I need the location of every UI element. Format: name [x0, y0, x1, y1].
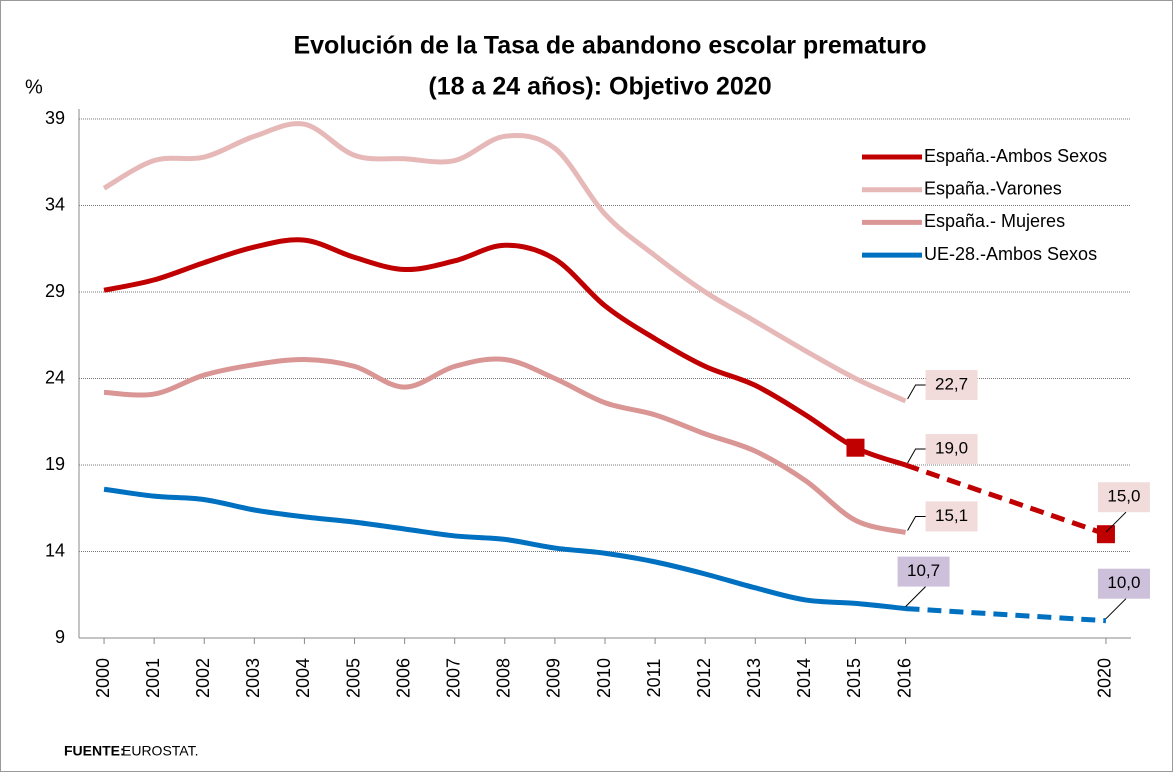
x-tick-label: 2014 [794, 658, 814, 698]
y-tick-label: 19 [45, 454, 65, 474]
y-tick-label: 9 [55, 627, 65, 647]
line [103, 356, 907, 535]
x-tick-label: 2005 [343, 658, 363, 698]
legend-label: UE-28.-Ambos Sexos [924, 244, 1097, 264]
x-tick-label: 2012 [694, 658, 714, 698]
leader-line [905, 586, 926, 607]
line [103, 486, 906, 612]
legend-label: España.-Ambos Sexos [924, 146, 1107, 166]
leader-line [1105, 598, 1127, 620]
source-text: EUROSTAT. [122, 743, 199, 759]
legend-label: España.-Varones [924, 178, 1062, 198]
value-label-bg [1097, 568, 1150, 599]
y-tick-label: 39 [45, 108, 65, 128]
value-label-bg [925, 501, 978, 532]
value-label: 15,0 [1107, 487, 1140, 506]
value-label: 10,7 [907, 561, 940, 580]
value-label-bg [897, 556, 950, 587]
leader-line [907, 448, 926, 464]
x-tick-label: 2004 [293, 658, 313, 698]
line-projection [905, 606, 1107, 624]
value-label-bg [925, 434, 978, 464]
x-tick-label: 2002 [193, 658, 213, 698]
leader-line [1105, 511, 1127, 533]
x-tick-label: 2013 [744, 658, 764, 698]
x-tick-label: 2000 [93, 658, 113, 698]
value-label: 10,0 [1107, 573, 1140, 592]
value-label: 15,1 [935, 506, 968, 525]
y-tick-label: 29 [45, 281, 65, 301]
y-tick-label: 14 [45, 540, 65, 560]
leader-line [907, 515, 926, 531]
x-tick-label: 2015 [844, 658, 864, 698]
value-label-bg [925, 369, 978, 400]
x-tick-label: 2008 [494, 658, 514, 698]
value-label-bg [1097, 482, 1150, 513]
y-tick-label: 34 [45, 194, 65, 214]
legend-label: España.- Mujeres [924, 211, 1065, 231]
leader-line [907, 384, 926, 400]
chart-title: (18 a 24 años): Objetivo 2020 [428, 73, 771, 101]
chart-title: Evolución de la Tasa de abandono escolar… [293, 32, 926, 60]
x-tick-label: 2011 [644, 659, 664, 698]
x-tick-label: 2020 [1095, 658, 1115, 698]
marker [846, 438, 865, 457]
value-label: 22,7 [935, 374, 968, 393]
x-tick-label: 2016 [894, 658, 914, 698]
source-label: FUENTE: [64, 743, 125, 759]
x-tick-label: 2001 [143, 658, 163, 698]
y-tick-label: 24 [45, 367, 65, 387]
x-tick-label: 2007 [443, 658, 463, 698]
line [103, 237, 907, 468]
x-tick-label: 2003 [243, 658, 263, 698]
y-axis-label: % [25, 76, 43, 98]
x-tick-label: 2009 [544, 658, 564, 698]
value-label: 19,0 [935, 438, 968, 457]
x-tick-label: 2010 [594, 658, 614, 698]
marker [1096, 525, 1115, 544]
line [102, 121, 907, 404]
x-tick-label: 2006 [393, 658, 413, 698]
